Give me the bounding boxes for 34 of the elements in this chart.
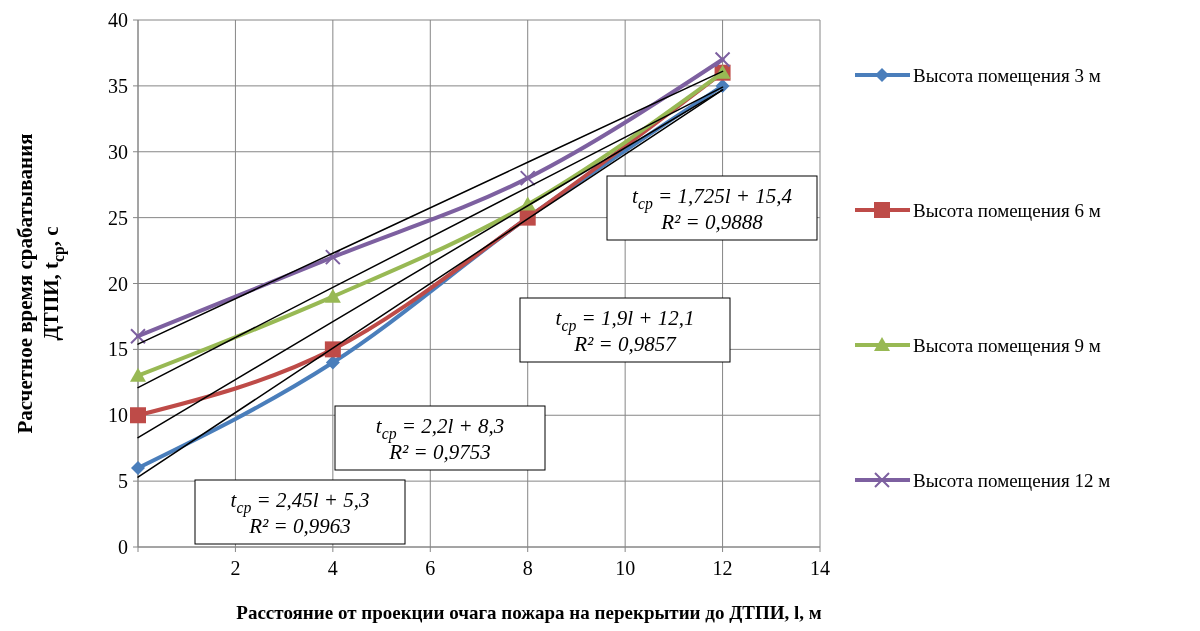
point [130, 367, 146, 382]
y-tick-label: 35 [108, 74, 128, 97]
x-tick-label: 8 [522, 557, 533, 579]
point [519, 170, 536, 187]
y-tick-label: 20 [108, 272, 128, 295]
point [130, 407, 146, 424]
annotation: t$_{cp}$ = 1,725l + 15,4 R² = 0,9888 [632, 184, 793, 234]
y-tick-label: 40 [108, 9, 128, 31]
y-tick-label: 25 [108, 206, 128, 229]
legend-label: Высота помещения 9 м [913, 334, 1101, 356]
annotation: t$_{cp}$ = 2,45l + 5,3 R² = 0,9963 [230, 488, 370, 538]
x-tick-label: 4 [327, 557, 338, 579]
x-tick-label: 2 [230, 557, 241, 579]
annotation: t$_{cp}$ = 1,9l + 12,1 R² = 0,9857 [555, 306, 695, 356]
point [324, 288, 341, 303]
x-tick-label: 12 [712, 557, 733, 579]
x-tick-label: 10 [615, 557, 636, 579]
point [714, 51, 731, 68]
y-tick-label: 0 [118, 536, 128, 558]
point [131, 460, 145, 475]
x-axis-title: Расстояние от проекции очага пожара на перекрытии до ДТПИ, l, м [236, 602, 822, 623]
point [324, 249, 341, 266]
y-tick-label: 10 [108, 404, 128, 427]
point [130, 328, 146, 345]
legend-label: Высота помещения 3 м [913, 64, 1101, 86]
x-tick-label: 6 [425, 557, 436, 579]
annotation: t$_{cp}$ = 2,2l + 8,3 R² = 0,9753 [375, 414, 505, 464]
y-tick-label: 30 [108, 140, 128, 163]
x-tick-label: 14 [810, 557, 830, 579]
y-tick-label: 15 [108, 338, 128, 361]
legend-label: Высота помещения 12 м [913, 469, 1111, 491]
legend-label: Высота помещения 6 м [913, 199, 1101, 221]
point [325, 355, 340, 370]
y-tick-label: 5 [118, 470, 128, 493]
